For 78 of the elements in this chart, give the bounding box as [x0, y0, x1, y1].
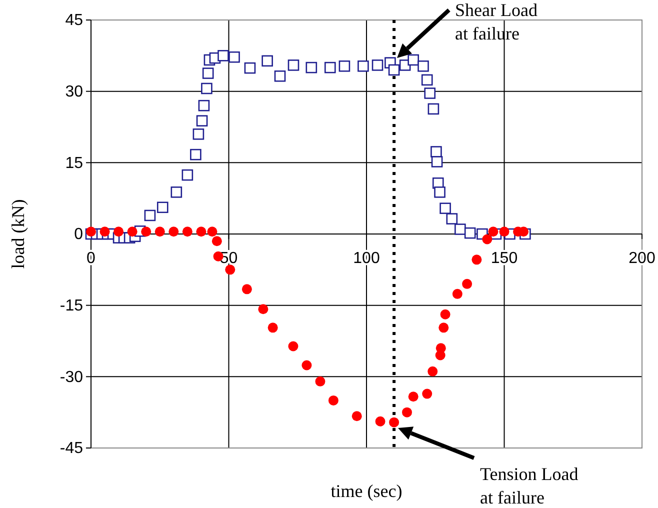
- point: [452, 288, 462, 299]
- point: [154, 226, 165, 237]
- point: [212, 236, 222, 246]
- point: [196, 115, 208, 126]
- point: [190, 148, 202, 160]
- point: [440, 202, 451, 214]
- point: [244, 62, 256, 74]
- point: [402, 407, 412, 418]
- point: [302, 360, 312, 370]
- point: [315, 376, 326, 386]
- point: [488, 226, 498, 237]
- point: [225, 264, 236, 275]
- point: [100, 226, 110, 237]
- point: [462, 278, 472, 289]
- y-tick-label: 30: [65, 83, 84, 100]
- point: [440, 309, 450, 320]
- point: [268, 322, 278, 333]
- point: [192, 128, 204, 140]
- point: [274, 70, 286, 82]
- point: [228, 51, 240, 63]
- point: [258, 304, 268, 314]
- point: [86, 226, 96, 237]
- point: [202, 68, 214, 79]
- point: [418, 60, 429, 72]
- point: [482, 234, 492, 244]
- point: [144, 210, 156, 222]
- point: [408, 392, 418, 402]
- point: [358, 60, 369, 72]
- point: [242, 284, 252, 294]
- y-tick-label: -15: [60, 297, 84, 314]
- point: [389, 417, 400, 428]
- point: [428, 103, 440, 115]
- point: [422, 388, 432, 399]
- x-axis-title: time (sec): [330, 481, 402, 501]
- point: [141, 226, 152, 237]
- point: [288, 341, 298, 352]
- point: [421, 74, 433, 86]
- y-tick-label: -30: [60, 368, 84, 386]
- point: [182, 226, 192, 237]
- point: [375, 416, 386, 426]
- point: [262, 55, 273, 67]
- point: [182, 169, 194, 181]
- y-tick-label: 45: [65, 12, 84, 30]
- point: [288, 60, 300, 71]
- point: [428, 366, 438, 376]
- point: [198, 100, 210, 112]
- y-axis-title: load (kN): [8, 199, 28, 269]
- point: [201, 82, 212, 94]
- point: [408, 54, 419, 66]
- point: [431, 156, 443, 168]
- point: [372, 60, 384, 71]
- y-tick-label: -45: [60, 440, 84, 458]
- point: [464, 227, 476, 239]
- point: [114, 226, 124, 237]
- text: Tension Load at failure: [480, 464, 578, 508]
- point: [438, 322, 449, 333]
- point: [352, 411, 362, 422]
- point: [324, 62, 336, 74]
- point: [127, 226, 138, 237]
- point: [170, 186, 182, 198]
- point: [196, 226, 206, 237]
- point: [424, 88, 436, 99]
- y-tick-label: 0: [74, 226, 84, 244]
- point: [499, 226, 510, 237]
- point: [388, 64, 400, 76]
- point: [446, 213, 458, 224]
- point: [218, 50, 229, 62]
- point: [306, 62, 318, 74]
- point: [168, 226, 179, 237]
- y-tick-label: 15: [65, 154, 84, 172]
- point: [207, 226, 218, 237]
- point: [434, 186, 446, 198]
- point: [156, 202, 168, 214]
- point: [436, 343, 446, 354]
- point: [328, 395, 338, 406]
- point: [338, 60, 350, 72]
- point: [472, 254, 482, 265]
- x-tick-label: 200: [628, 250, 656, 267]
